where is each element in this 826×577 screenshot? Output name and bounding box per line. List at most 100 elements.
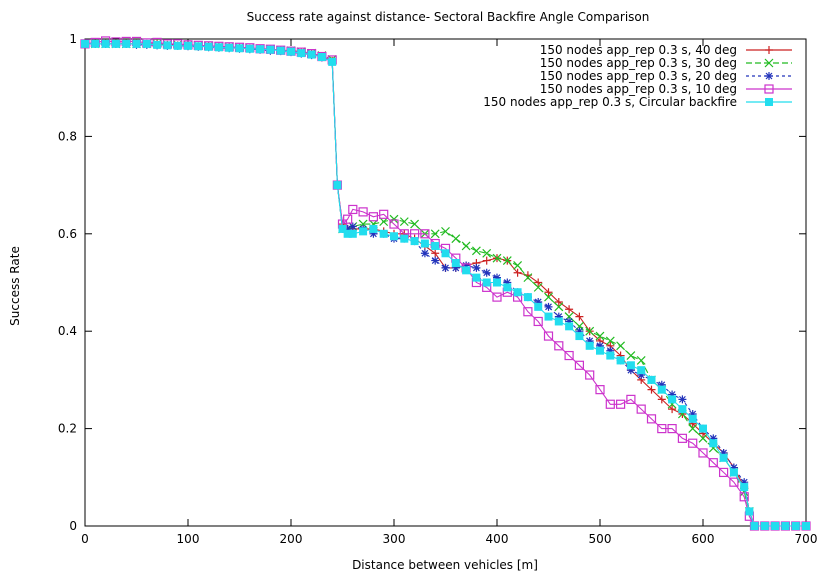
legend-label: 150 nodes app_rep 0.3 s, 30 deg — [540, 56, 737, 70]
y-tick-label: 0 — [69, 519, 77, 533]
data-point — [379, 229, 388, 238]
legend-label: 150 nodes app_rep 0.3 s, 10 deg — [540, 82, 737, 96]
data-point — [493, 273, 501, 282]
data-point — [359, 227, 368, 236]
data-point — [420, 229, 430, 239]
data-point — [575, 327, 584, 336]
data-point — [523, 273, 533, 283]
data-point — [111, 39, 120, 48]
data-point — [287, 47, 295, 56]
data-point — [699, 424, 707, 433]
y-tick-label: 0.2 — [58, 422, 77, 436]
legend-label: 150 nodes app_rep 0.3 s, Circular backfi… — [483, 95, 737, 109]
data-point — [626, 366, 635, 375]
data-point — [554, 302, 564, 312]
data-point — [718, 467, 729, 478]
data-point — [668, 395, 677, 404]
data-point — [605, 399, 615, 409]
data-point — [719, 453, 728, 462]
data-point — [451, 259, 460, 268]
data-point — [379, 209, 389, 219]
data-point — [595, 331, 605, 341]
x-tick-label: 300 — [383, 532, 406, 546]
data-point — [719, 448, 728, 457]
data-point — [626, 394, 636, 404]
data-point — [482, 278, 491, 287]
data-point — [626, 351, 636, 360]
data-point — [709, 439, 718, 448]
data-point — [194, 42, 203, 51]
data-point — [430, 229, 440, 239]
data-point — [606, 346, 615, 355]
data-point — [647, 375, 656, 384]
data-point — [575, 312, 584, 321]
data-point — [451, 234, 461, 244]
data-point — [214, 43, 223, 52]
legend-label: 150 nodes app_rep 0.3 s, 40 deg — [540, 43, 737, 57]
x-tick-label: 500 — [589, 532, 612, 546]
data-point — [781, 522, 790, 530]
legend-marker — [764, 58, 774, 68]
data-point — [431, 249, 440, 258]
y-tick-label: 0.8 — [58, 129, 77, 143]
data-point — [225, 43, 234, 52]
data-point — [492, 292, 502, 302]
data-point — [132, 39, 141, 48]
data-point — [348, 204, 358, 215]
data-point — [533, 282, 543, 292]
data-point — [596, 346, 604, 355]
data-point — [410, 219, 420, 229]
data-point — [637, 371, 646, 380]
data-point — [585, 326, 595, 336]
data-point — [379, 217, 389, 227]
data-point — [564, 350, 574, 361]
y-axis-label: Success Rate — [8, 246, 22, 326]
data-point — [368, 212, 378, 222]
legend-label: 150 nodes app_rep 0.3 s, 20 deg — [540, 69, 737, 83]
x-tick-label: 100 — [177, 532, 200, 546]
data-point — [616, 356, 625, 365]
x-tick-label: 200 — [280, 532, 303, 546]
data-point — [554, 297, 563, 306]
data-point — [245, 44, 254, 53]
data-point — [142, 39, 151, 48]
data-point — [698, 433, 708, 443]
data-point — [708, 458, 718, 468]
data-point — [482, 256, 491, 265]
data-point — [513, 288, 522, 297]
data-point — [606, 351, 615, 360]
data-point — [647, 385, 656, 394]
data-point — [389, 219, 399, 229]
data-point — [493, 278, 501, 287]
data-point — [400, 234, 409, 243]
data-point — [729, 477, 739, 487]
data-point — [745, 507, 754, 516]
series-5 — [81, 39, 810, 530]
x-tick-label: 600 — [692, 532, 715, 546]
data-point — [698, 448, 708, 458]
data-point — [513, 268, 522, 277]
data-point — [554, 317, 563, 326]
data-point — [533, 316, 543, 327]
x-tick-label: 700 — [795, 532, 818, 546]
series-line-2 — [85, 43, 806, 527]
data-point — [410, 237, 419, 246]
data-point — [358, 207, 368, 217]
data-point — [343, 224, 352, 233]
data-point — [122, 39, 131, 48]
data-point — [266, 45, 275, 54]
legend-marker — [765, 98, 773, 106]
data-point — [153, 40, 162, 49]
data-point — [235, 44, 244, 53]
series-line-4 — [84, 40, 806, 527]
data-point — [657, 395, 666, 404]
data-point — [513, 261, 523, 270]
data-point — [256, 45, 265, 54]
legend-marker — [765, 72, 773, 80]
data-point — [461, 241, 471, 251]
data-point — [615, 399, 626, 409]
data-point — [420, 239, 429, 248]
data-point — [492, 253, 502, 263]
data-point — [668, 390, 677, 399]
